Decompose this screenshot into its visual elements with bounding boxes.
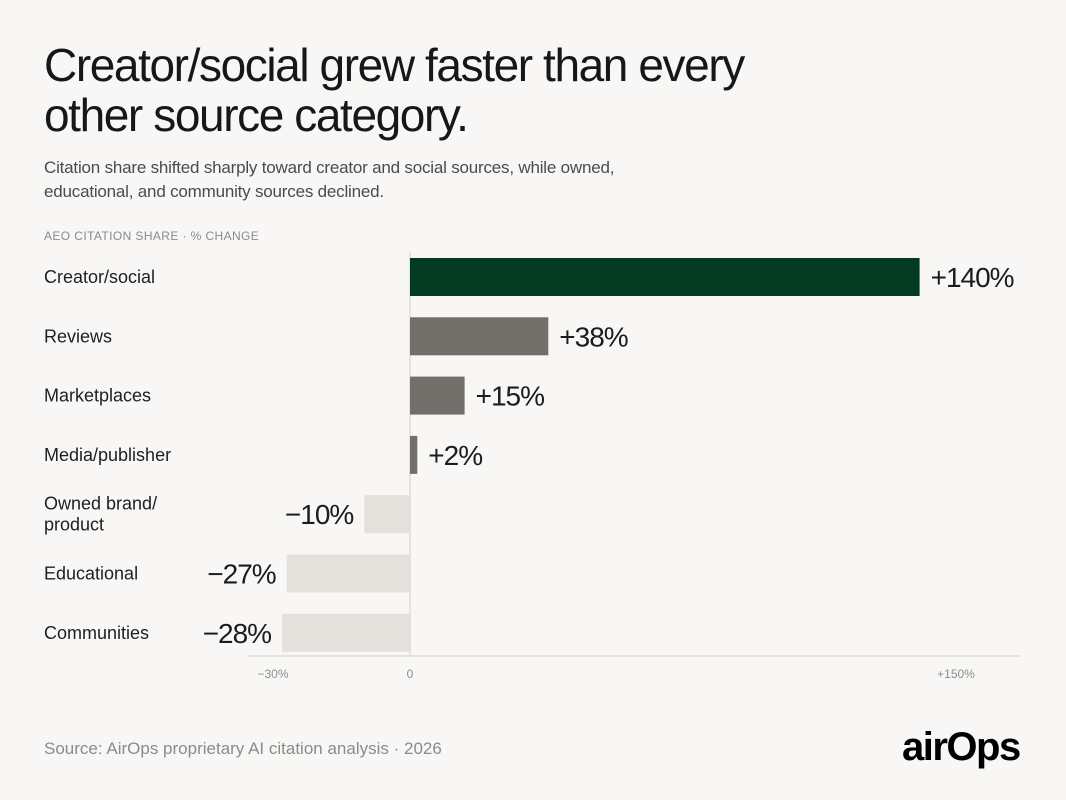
x-tick-label-3: +150%: [937, 667, 975, 681]
category-label-1: Creator/social: [44, 267, 155, 287]
category-label-6: Educational: [44, 564, 138, 584]
value-label-2: +38%: [559, 321, 627, 352]
title-line-2: other source category.: [44, 89, 469, 141]
title-line-1: Creator/social grew faster than every: [44, 39, 745, 91]
bar-5: [364, 495, 410, 534]
category-label-2: Reviews: [44, 326, 112, 346]
category-label-3: Marketplaces: [44, 386, 151, 406]
category-label-5-line-2: product: [44, 515, 104, 535]
page-title: Creator/social grew faster than every ot…: [44, 39, 745, 141]
category-label-5: Owned brand/product: [44, 494, 157, 535]
bar-1: [410, 258, 920, 296]
bar-2: [410, 317, 549, 356]
subtitle-line-1: Citation share shifted sharply toward cr…: [44, 158, 615, 177]
bar-3: [410, 376, 465, 415]
category-label-5-line-1: Owned brand/: [44, 494, 157, 514]
bar-7: [282, 613, 410, 652]
category-label-4: Media/publisher: [44, 445, 171, 465]
airops-logo: airOps: [902, 725, 1021, 769]
value-label-6: −27%: [207, 559, 275, 590]
x-tick-label-1: −30%: [257, 667, 288, 681]
bar-4: [410, 435, 418, 474]
x-tick-label-2: 0: [407, 667, 414, 681]
subtitle-line-2: educational, and community sources decli…: [44, 182, 384, 201]
value-label-4: +2%: [428, 440, 482, 471]
bar-6: [286, 554, 410, 593]
value-label-5: −10%: [285, 499, 353, 530]
value-label-3: +15%: [476, 381, 544, 412]
value-label-1: +140%: [931, 262, 1014, 293]
airops-logo-text: airOps: [902, 725, 1020, 769]
source-note: Source: AirOps proprietary AI citation a…: [44, 739, 442, 758]
value-label-7: −28%: [203, 618, 271, 649]
page-subtitle: Citation share shifted sharply toward cr…: [44, 156, 684, 204]
category-label-7: Communities: [44, 623, 149, 643]
chart-eyebrow: AEO CITATION SHARE · % CHANGE: [44, 229, 260, 243]
